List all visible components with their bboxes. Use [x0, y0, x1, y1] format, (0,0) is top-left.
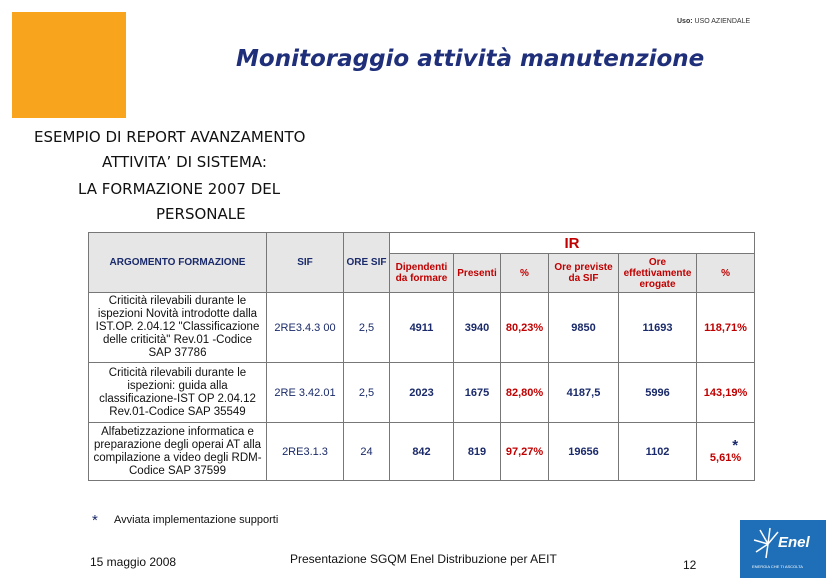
orange-block: [12, 12, 126, 118]
cell-text: 819: [467, 445, 487, 458]
logo-text: Enel: [778, 534, 810, 551]
cell-text: 2RE3.1.3: [282, 445, 328, 458]
cell-text: 80,23%: [505, 321, 544, 334]
column-header: Presenti: [453, 253, 501, 293]
column-header: %: [695, 253, 756, 293]
table-cell: 97,27%: [500, 422, 549, 481]
table-cell: 2,5: [343, 362, 390, 423]
table-cell: 2RE3.1.3: [266, 422, 344, 481]
table-row: Alfabetizzazione informatica e preparazi…: [88, 422, 756, 481]
usage-label: Uso:: [677, 18, 693, 25]
cell-text: Alfabetizzazione informatica e preparazi…: [93, 425, 262, 477]
table-cell: 819: [453, 422, 501, 481]
table-cell: 842: [389, 422, 454, 481]
table-cell: Criticità rilevabili durante le ispezion…: [88, 292, 267, 363]
table-cell: 80,23%: [500, 292, 549, 363]
table-cell: 3940: [453, 292, 501, 363]
intro-line: LA FORMAZIONE 2007 DEL: [78, 180, 281, 198]
title: Monitoraggio attività manutenzione: [236, 46, 705, 72]
cell-text: 2RE3.4.3 00: [274, 321, 336, 334]
cell-text: 4911: [409, 321, 434, 334]
logo-mark: [753, 527, 779, 559]
footnote-mark: *: [92, 512, 98, 529]
table-cell: Alfabetizzazione informatica e preparazi…: [88, 422, 267, 481]
cell-text: 9850: [571, 321, 596, 334]
table-cell: 11693: [618, 292, 697, 363]
cell-text: 2RE 3.42.01: [274, 386, 336, 399]
intro-line: PERSONALE: [156, 205, 246, 223]
cell-text: 82,80%: [505, 386, 544, 399]
intro-line: ATTIVITA’ DI SISTEMA:: [102, 153, 267, 171]
table-cell: 24: [343, 422, 390, 481]
table-cell: 143,19%: [695, 362, 756, 423]
footer-date: 15 maggio 2008: [90, 555, 177, 569]
cell-text: 3940: [464, 321, 490, 334]
footer-presentation: Presentazione SGQM Enel Distribuzione pe…: [290, 552, 557, 566]
table-cell: 2RE 3.42.01: [266, 362, 344, 423]
usage-value: USO AZIENDALE: [694, 18, 751, 25]
column-header: SIF: [266, 232, 344, 293]
cell-text: 118,71%: [704, 321, 747, 334]
logo-subtext: ENERGIA CHE TI ASCOLTA: [752, 564, 803, 569]
cell-text: Criticità rilevabili durante le ispezion…: [95, 295, 260, 359]
usage: Uso: USO AZIENDALE: [677, 18, 750, 25]
table-cell: 2,5: [343, 292, 390, 363]
intro-line: ESEMPIO DI REPORT AVANZAMENTO: [34, 128, 306, 146]
column-header: Dipendenti da formare: [389, 253, 454, 293]
cell-text: 4187,5: [566, 386, 601, 399]
table-cell: 1102: [618, 422, 697, 481]
page-number: 12: [683, 558, 697, 572]
cell-text: 11693: [642, 321, 673, 334]
header-row: ARGOMENTO FORMAZIONE SIF ORE SIF IR: [88, 232, 756, 293]
note-mark: *: [732, 436, 739, 454]
cell-text: 97,27%: [505, 445, 544, 458]
table-cell: 1675: [453, 362, 501, 423]
cell-text: 19656: [568, 445, 599, 458]
table-cell: 2023: [389, 362, 454, 423]
footnote-text: Avviata implementazione supporti: [114, 514, 279, 526]
cell-text: 1675: [464, 386, 490, 399]
group-header: IR: [388, 232, 756, 254]
table-cell: 4911: [389, 292, 454, 363]
table-cell: 118,71%: [695, 292, 756, 363]
table-cell: 5996: [618, 362, 697, 423]
cell-text: 2,5: [358, 321, 375, 334]
cell-text: Criticità rilevabili durante le ispezion…: [99, 366, 256, 418]
logo: Enel ENERGIA CHE TI ASCOLTA: [740, 520, 826, 578]
report-table: ARGOMENTO FORMAZIONE SIF ORE SIF IR Dipenden…: [88, 232, 756, 481]
cell-text: 2023: [409, 386, 434, 399]
column-header: %: [500, 253, 549, 293]
header-row: Dipendenti da formare Presenti% Ore previs…: [89, 253, 756, 293]
cell-text: 1102: [645, 445, 670, 458]
table-cell: * 5,61%: [695, 422, 756, 481]
column-header: ARGOMENTO FORMAZIONE: [88, 232, 267, 293]
cell-text: 5996: [645, 386, 670, 399]
table-row: Criticità rilevabili durante le ispezion…: [88, 362, 756, 423]
cell-text: 5,61%: [709, 451, 742, 464]
table-cell: 19656: [548, 422, 619, 481]
table-cell: 82,80%: [500, 362, 549, 423]
cell-text: 842: [412, 445, 431, 458]
table-cell: 9850: [548, 292, 619, 363]
column-header: ORE SIF: [343, 232, 390, 293]
column-header: Ore previste da SIF: [548, 253, 619, 293]
cell-text: 143,19%: [703, 386, 748, 399]
table-cell: 4187,5: [548, 362, 619, 423]
column-header: Ore effettivamente erogate: [618, 253, 697, 293]
table-row: Criticità rilevabili durante le ispezion…: [88, 292, 756, 363]
table-cell: 2RE3.4.3 00: [266, 292, 344, 363]
cell-text: 2,5: [358, 386, 375, 399]
table-cell: Criticità rilevabili durante le ispezion…: [88, 362, 267, 423]
cell-text: 24: [360, 445, 373, 458]
